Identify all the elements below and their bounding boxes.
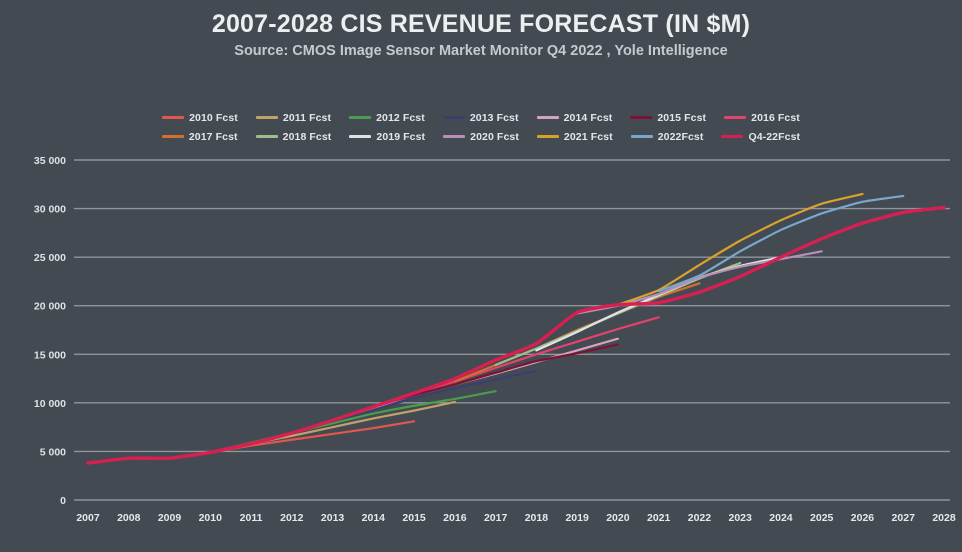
y-axis-tick-label: 0 [60, 495, 66, 507]
legend-item-2015-fcst[interactable]: 2015 Fcst [630, 112, 706, 124]
legend-item-label: 2018 Fcst [282, 130, 332, 143]
legend-swatch-icon [724, 116, 747, 119]
legend-swatch-icon [536, 116, 559, 119]
legend-item-q4-22fcst[interactable]: Q4-22Fcst [721, 131, 800, 143]
legend-item-2018-fcst[interactable]: 2018 Fcst [255, 130, 332, 143]
legend-item-label: 2013 Fcst [469, 111, 519, 124]
legend-item-label: 2020 Fcst [470, 130, 519, 143]
legend-swatch-icon [255, 116, 278, 119]
legend-item-label: 2016 Fcst [751, 111, 800, 124]
y-axis-tick-label: 20 000 [34, 301, 66, 313]
legend-item-label: 2015 Fcst [657, 111, 707, 124]
x-axis-tick-label: 2020 [606, 512, 630, 524]
legend-item-2012-fcst[interactable]: 2012 Fcst [349, 112, 425, 124]
series-line-2018-fcst [494, 261, 742, 367]
x-axis-tick-label: 2007 [76, 512, 100, 524]
y-axis-tick-label: 30 000 [34, 204, 66, 216]
x-axis-tick-label: 2012 [280, 512, 304, 524]
series-line-2021-fcst [616, 192, 864, 306]
page-title: 2007-2028 CIS REVENUE FORECAST (IN $M) [211, 10, 751, 38]
x-axis-tick-label: 2028 [932, 512, 956, 524]
x-axis-tick-label: 2019 [565, 512, 589, 524]
legend-item-label: 2014 Fcst [563, 111, 613, 124]
chart-legend: 2010 Fcst 2011 Fcst 2012 Fcst 2013 Fcst 2014… [0, 108, 962, 146]
x-axis-tick-label: 2008 [117, 512, 141, 524]
legend-item-label: 2019 Fcst [376, 130, 426, 143]
series-group [86, 192, 946, 465]
y-axis-tick-label: 10 000 [34, 398, 66, 410]
legend-swatch-icon [162, 116, 185, 119]
chart-header: 2007-2028 CIS REVENUE FORECAST (IN $M) S… [0, 8, 962, 62]
x-axis-tick-label: 2024 [769, 512, 793, 524]
series-line-q4-22fcst [86, 205, 946, 465]
legend-swatch-icon [536, 135, 559, 138]
legend-swatch-icon [349, 135, 372, 138]
x-axis-tick-label: 2014 [362, 512, 386, 524]
x-axis-tick-label: 2027 [892, 512, 916, 524]
legend-swatch-icon [161, 135, 184, 138]
legend-swatch-icon [630, 135, 653, 138]
x-axis-tick-label: 2023 [729, 512, 753, 524]
legend-item-2016-fcst[interactable]: 2016 Fcst [724, 112, 800, 124]
legend-item-label: 2022Fcst [657, 130, 704, 143]
legend-item-2021-fcst[interactable]: 2021 Fcst [536, 130, 613, 143]
chart-subtitle: Source: CMOS Image Sensor Market Monitor… [234, 43, 728, 59]
legend-swatch-icon [442, 116, 465, 119]
legend-item-2013-fcst[interactable]: 2013 Fcst [442, 111, 519, 124]
x-axis-tick-label: 2025 [810, 512, 834, 524]
legend-item-2019-fcst[interactable]: 2019 Fcst [349, 131, 425, 143]
legend-row: 2010 Fcst 2011 Fcst 2012 Fcst 2013 Fcst 2014… [0, 108, 962, 127]
series-line-2022fcst [657, 194, 905, 293]
legend-swatch-icon [630, 116, 653, 119]
legend-item-2010-fcst[interactable]: 2010 Fcst [162, 112, 238, 124]
x-axis-tick-label: 2010 [199, 512, 223, 524]
y-axis-tick-label: 35 000 [34, 155, 66, 167]
legend-item-label: 2010 Fcst [189, 111, 238, 124]
legend-item-label: 2012 Fcst [376, 111, 425, 124]
legend-swatch-icon [255, 135, 278, 138]
x-axis-tick-label: 2016 [443, 512, 467, 524]
legend-swatch-icon [443, 135, 466, 138]
series-line-2015-fcst [372, 343, 619, 408]
legend-item-label: 2011 Fcst [282, 111, 332, 124]
x-axis-tick-label: 2009 [158, 512, 182, 524]
y-axis-labels: 0 5 000 10 000 15 000 20 000 25 000 30 000 35 0… [34, 155, 66, 507]
legend-swatch-icon [721, 135, 744, 138]
legend-item-2022fcst[interactable]: 2022Fcst [630, 130, 704, 143]
legend-item-label: 2017 Fcst [188, 130, 238, 143]
series-line-2010-fcst [209, 420, 416, 454]
y-axis-tick-label: 5 000 [40, 446, 66, 458]
x-axis-tick-label: 2017 [484, 512, 508, 524]
gridlines-group [74, 159, 950, 501]
x-axis-tick-label: 2011 [240, 512, 263, 524]
x-axis-tick-label: 2021 [647, 512, 671, 524]
x-axis-tick-label: 2018 [525, 512, 549, 524]
x-axis-tick-label: 2013 [321, 512, 345, 524]
legend-item-label: Q4-22Fcst [748, 130, 801, 143]
legend-row: 2017 Fcst 2018 Fcst 2019 Fcst 2020 Fcst 2021… [0, 127, 962, 146]
x-axis-tick-label: 2026 [851, 512, 875, 524]
legend-item-2014-fcst[interactable]: 2014 Fcst [536, 111, 613, 124]
x-axis-tick-label: 2015 [402, 512, 426, 524]
y-axis-tick-label: 15 000 [34, 349, 66, 361]
y-axis-tick-label: 25 000 [34, 252, 66, 264]
legend-item-2017-fcst[interactable]: 2017 Fcst [161, 130, 238, 143]
legend-item-label: 2021 Fcst [563, 130, 613, 143]
x-axis-labels: 2007 2008 2009 2010 2011 2012 2013 2014 2015 2016… [76, 512, 956, 524]
legend-item-2011-fcst[interactable]: 2011 Fcst [255, 111, 332, 124]
legend-item-2020-fcst[interactable]: 2020 Fcst [443, 131, 519, 143]
legend-swatch-icon [349, 116, 372, 119]
x-axis-tick-label: 2022 [688, 512, 712, 524]
